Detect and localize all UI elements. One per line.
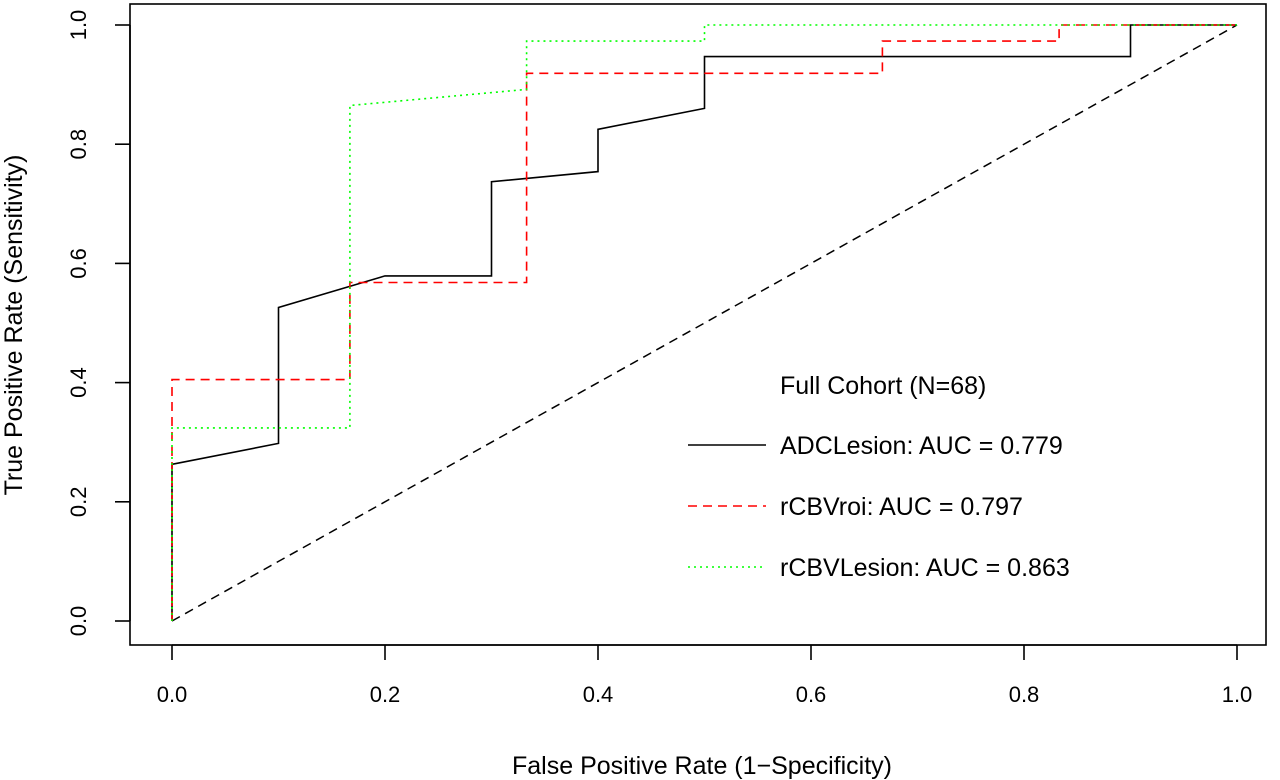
x-tick-label: 1.0 <box>1222 682 1253 707</box>
reference-diagonal-line <box>171 24 1238 622</box>
x-tick-label: 0.4 <box>583 682 614 707</box>
legend-title: Full Cohort (N=68) <box>780 372 986 400</box>
y-tick-label: 1.0 <box>66 10 91 41</box>
legend-label-3: rCBVLesion: AUC = 0.863 <box>780 554 1070 582</box>
plot-frame <box>129 3 1267 646</box>
y-tick-label: 0.0 <box>66 606 91 637</box>
legend-label-1: ADCLesion: AUC = 0.779 <box>780 432 1063 460</box>
series-line-3 <box>171 24 1237 621</box>
y-axis: 0.0 0.2 0.4 0.6 0.8 1.0 <box>66 10 131 637</box>
x-tick-label: 0.2 <box>370 682 401 707</box>
plot-lines <box>171 24 1238 622</box>
legend-label-2: rCBVroi: AUC = 0.797 <box>780 493 1023 521</box>
series-line-2 <box>171 24 1237 621</box>
y-axis-title: True Positive Rate (Sensitivity) <box>0 155 28 496</box>
y-tick-label: 0.6 <box>66 248 91 279</box>
x-tick-label: 0.0 <box>157 682 188 707</box>
x-tick-label: 0.8 <box>1009 682 1040 707</box>
x-tick-label: 0.6 <box>796 682 827 707</box>
legend: Full Cohort (N=68) ADCLesion: AUC = 0.77… <box>688 372 1070 582</box>
x-axis: 0.0 0.2 0.4 0.6 0.8 1.0 <box>157 644 1253 707</box>
y-tick-label: 0.2 <box>66 487 91 518</box>
series-line-1 <box>171 24 1237 621</box>
y-tick-label: 0.4 <box>66 367 91 398</box>
x-axis-title: False Positive Rate (1−Specificity) <box>512 752 892 780</box>
y-tick-label: 0.8 <box>66 129 91 160</box>
